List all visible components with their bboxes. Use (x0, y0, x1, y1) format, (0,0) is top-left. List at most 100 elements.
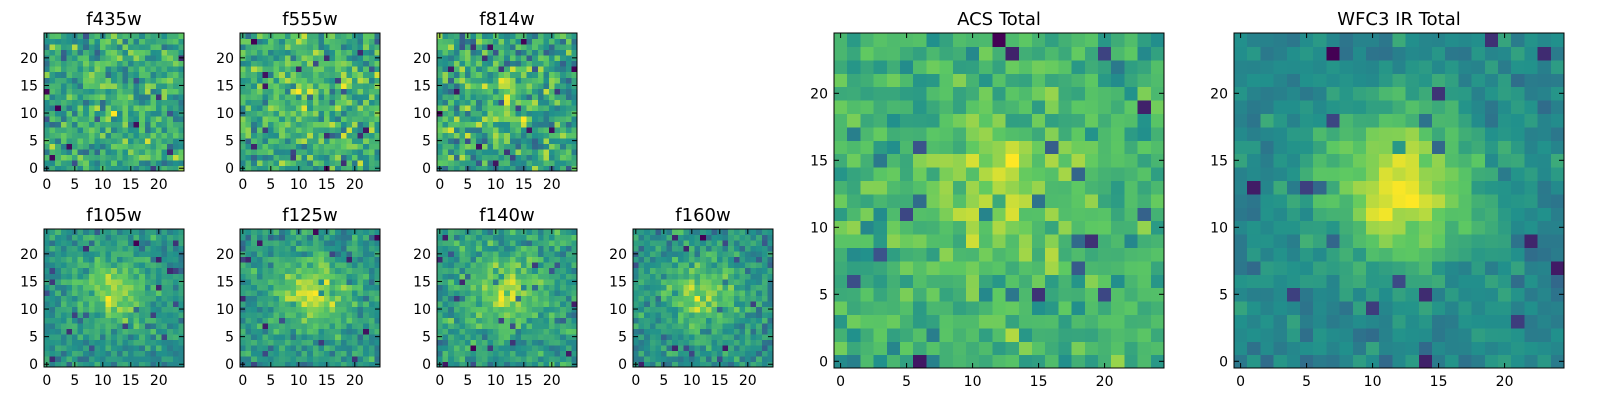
heatmap-cell (150, 126, 157, 133)
heatmap-cell (262, 350, 269, 357)
heatmap-cell (900, 193, 914, 208)
heatmap-cell (739, 278, 746, 285)
heatmap-cell (116, 278, 123, 285)
heatmap-cell (335, 278, 342, 285)
heatmap-cell (161, 55, 168, 62)
heatmap-cell (481, 295, 488, 302)
heatmap-cell (666, 311, 673, 318)
heatmap-cell (346, 328, 353, 335)
heatmap-cell (94, 322, 101, 329)
heatmap-cell (156, 262, 163, 269)
heatmap-cell (279, 49, 286, 56)
heatmap-cell (256, 132, 263, 139)
heatmap-cell (100, 99, 107, 106)
heatmap-cell (144, 132, 151, 139)
heatmap-cell (526, 278, 533, 285)
heatmap-cell (139, 311, 146, 318)
heatmap-cell (83, 71, 90, 78)
heatmap-cell (717, 289, 724, 296)
heatmap-cell (251, 154, 258, 161)
heatmap-cell (167, 229, 174, 236)
heatmap-cell (116, 300, 123, 307)
heatmap-cell (72, 333, 79, 340)
heatmap-cell (296, 284, 303, 291)
heatmap-cell (521, 71, 528, 78)
heatmap-cell (116, 115, 123, 122)
heatmap-cell (722, 284, 729, 291)
heatmap-cell (156, 251, 163, 258)
heatmap-cell (661, 240, 668, 247)
heatmap-cell (88, 38, 95, 45)
heatmap-cell (329, 148, 336, 156)
heatmap-cell (487, 38, 494, 45)
heatmap-cell (55, 322, 62, 329)
heatmap-cell (1137, 287, 1152, 302)
heatmap-cell (672, 306, 679, 313)
heatmap-cell (860, 341, 875, 356)
heatmap-cell (352, 44, 359, 51)
heatmap-cell (111, 55, 118, 62)
heatmap-cell (368, 143, 375, 150)
heatmap-cell (245, 333, 252, 340)
heatmap-cell (554, 115, 561, 122)
heatmap-cell (139, 154, 146, 161)
heatmap-cell (94, 148, 101, 156)
heatmap-cell (133, 267, 140, 274)
heatmap-cell (352, 317, 359, 324)
heatmap-cell (476, 229, 483, 236)
heatmap-cell (357, 234, 364, 241)
heatmap-cell (66, 317, 73, 324)
heatmap-cell (1124, 167, 1139, 181)
heatmap-cell (144, 267, 151, 274)
heatmap-cell (554, 154, 561, 161)
heatmap-cell (543, 339, 550, 346)
heatmap-cell (268, 344, 275, 352)
heatmap-cell (571, 317, 578, 324)
heatmap-cell (352, 82, 359, 89)
heatmap-cells (44, 229, 185, 368)
heatmap-cell (1111, 193, 1125, 208)
heatmap-cell (268, 115, 275, 122)
heatmap-cell (465, 93, 472, 100)
heatmap-cell (767, 344, 774, 352)
heatmap-cell (245, 339, 252, 346)
heatmap-cell (346, 300, 353, 307)
heatmap-cell (1058, 234, 1073, 248)
heatmap-cell (655, 267, 662, 274)
heatmap-cell (672, 245, 679, 252)
heatmap-cell (245, 93, 252, 100)
heatmap-cell (161, 262, 168, 269)
heatmap-cell (340, 77, 347, 84)
heatmap-cell (459, 104, 466, 111)
heatmap-cell (150, 229, 157, 236)
heatmap-cell (694, 355, 701, 363)
heatmap-cell (49, 322, 56, 329)
heatmap-cell (1111, 327, 1125, 342)
heatmap-cell (722, 251, 729, 258)
heatmap-cell (172, 361, 179, 368)
heatmap-cell (700, 295, 707, 302)
y-tick-label: 5 (225, 330, 234, 346)
heatmap-cell (493, 300, 500, 307)
heatmap-cell (374, 88, 381, 95)
heatmap-cell (55, 121, 62, 128)
heatmap-cell (290, 77, 297, 84)
heatmap-cell (526, 240, 533, 247)
heatmap-cell (329, 289, 336, 296)
heatmap-cells (633, 229, 774, 368)
heatmap-cell (368, 262, 375, 269)
heatmap-cell (521, 49, 528, 56)
heatmap-cell (178, 339, 185, 346)
heatmap-cell (312, 66, 319, 73)
heatmap-cell (94, 77, 101, 84)
heatmap-cell (649, 229, 656, 236)
heatmap-cell (88, 99, 95, 106)
heatmap-cell (476, 278, 483, 285)
heatmap-cell (526, 99, 533, 106)
heatmap-cell (144, 104, 151, 111)
heatmap-cell (1005, 314, 1020, 329)
heatmap-cell (537, 66, 544, 73)
heatmap-cell (939, 153, 954, 168)
heatmap-cell (649, 322, 656, 329)
